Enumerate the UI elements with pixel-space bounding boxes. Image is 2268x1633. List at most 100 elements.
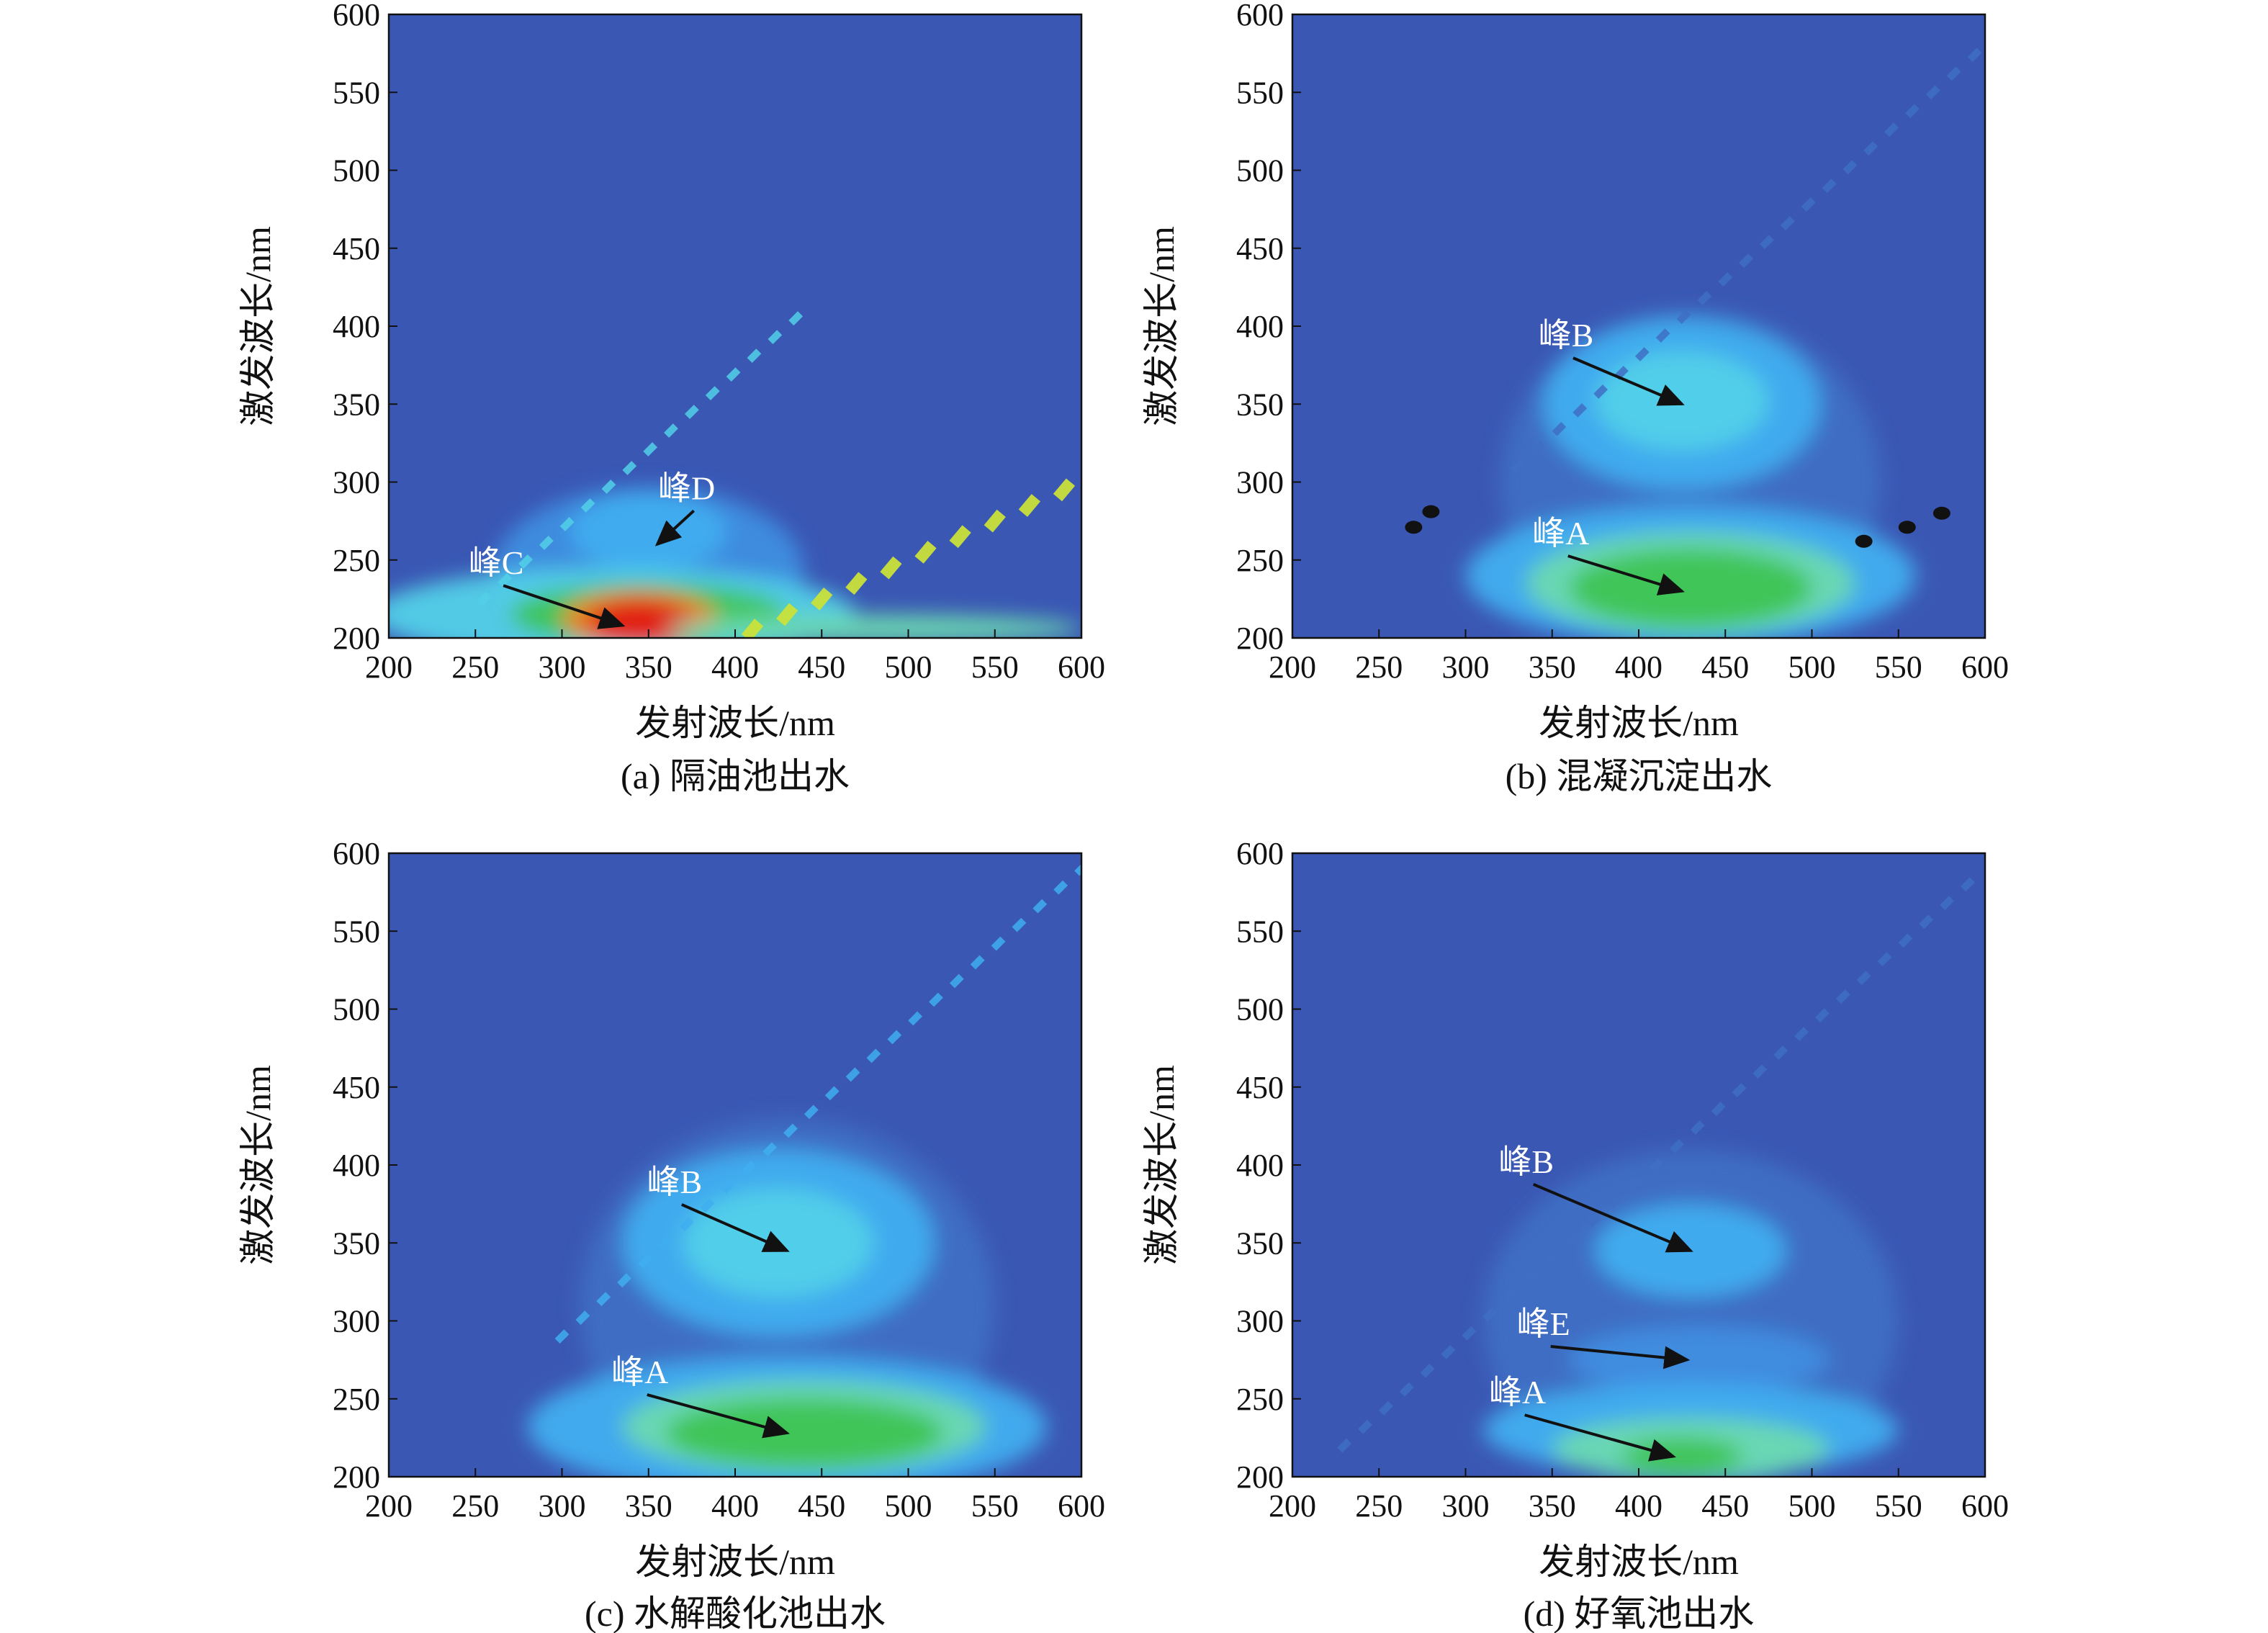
- peak-arrow: [1572, 356, 1685, 406]
- y-axis-title: 激发波长/nm: [238, 226, 278, 426]
- scatter-band-mark: [1074, 861, 1081, 876]
- scatter-band2-mark: [984, 509, 1006, 533]
- x-axis-title: 发射波长/nm: [635, 703, 835, 743]
- x-tick-label: 300: [1442, 1488, 1490, 1524]
- scatter-band2-mark: [949, 525, 971, 549]
- scatter-band-mark: [1634, 347, 1650, 361]
- peak-arrow: [647, 1393, 791, 1439]
- y-tick-label: 450: [1236, 1070, 1284, 1105]
- x-tick-label: 500: [885, 649, 932, 685]
- scatter-band-mark: [1760, 235, 1774, 249]
- scatter-band-mark: [684, 405, 699, 419]
- y-tick-label: 400: [333, 309, 380, 344]
- y-tick-label: 300: [1236, 465, 1284, 500]
- scatter-band-mark: [804, 1105, 819, 1120]
- x-tick-label: 450: [1701, 1488, 1749, 1524]
- y-tick-label: 400: [1236, 1148, 1284, 1183]
- caption-c: (c) 水解酸化池出水: [585, 1593, 886, 1633]
- x-tick-label: 250: [451, 649, 499, 685]
- scatter-band-mark: [1856, 971, 1871, 986]
- x-tick-label: 350: [1529, 649, 1576, 685]
- scatter-band-mark: [1399, 1382, 1414, 1397]
- scatter-band2-mark: [914, 541, 937, 564]
- y-tick-label: 200: [1236, 1459, 1284, 1495]
- scatter-band-mark: [1940, 896, 1954, 911]
- x-tick-label: 400: [1615, 649, 1662, 685]
- scatter-band-mark: [824, 1086, 840, 1101]
- scatter-band-mark: [1794, 1027, 1809, 1042]
- scatter-band-mark: [1462, 1326, 1477, 1341]
- scatter-band-mark: [477, 591, 492, 606]
- peak-arrow: [1532, 1182, 1693, 1253]
- scatter-band-mark: [991, 936, 1006, 951]
- scatter-band-mark: [726, 367, 741, 382]
- scatter-band-mark: [518, 554, 533, 569]
- peak-arrow: [1567, 554, 1685, 595]
- peak-arrow: [654, 509, 696, 546]
- scatter-band-mark: [908, 1011, 923, 1026]
- black-spot: [1422, 505, 1440, 518]
- x-axis-title: 发射波长/nm: [1539, 1542, 1739, 1582]
- scatter-band-mark: [1946, 66, 1961, 81]
- x-axis-title: 发射波长/nm: [1539, 703, 1739, 743]
- scatter-band-mark: [1524, 1269, 1539, 1285]
- y-tick-label: 500: [333, 153, 380, 189]
- x-tick-label: 550: [971, 1488, 1019, 1524]
- scatter-band-mark: [1358, 1419, 1372, 1434]
- x-tick-label: 550: [971, 649, 1019, 685]
- scatter-band-mark: [788, 311, 804, 326]
- peak-label: 峰B: [1498, 1143, 1554, 1180]
- x-tick-label: 600: [1961, 1488, 2009, 1524]
- peak-label: 峰B: [1539, 317, 1594, 354]
- y-tick-label: 200: [333, 1459, 380, 1495]
- scatter-band-mark: [1441, 1344, 1456, 1359]
- scatter-band-mark: [617, 1273, 631, 1288]
- scatter-band-mark: [643, 442, 658, 456]
- y-tick-label: 300: [333, 1304, 380, 1339]
- x-tick-label: 350: [625, 1488, 672, 1524]
- scatter-band-mark: [1898, 933, 1913, 948]
- caption-b: (b) 混凝沉淀出水: [1506, 756, 1773, 796]
- y-tick-label: 550: [1236, 75, 1284, 110]
- scatter-band-mark: [1925, 85, 1940, 100]
- scatter-band2-mark: [880, 556, 902, 580]
- scatter-band-mark: [622, 461, 637, 475]
- panel-a: (a) 隔油池出水 200 250 300 350 400 450 500 550 600 200…: [238, 0, 1105, 796]
- y-tick-label: 500: [333, 992, 380, 1027]
- peak-label: 峰D: [658, 469, 715, 506]
- caption-a: (a) 隔油池出水: [621, 756, 850, 796]
- y-tick-label: 600: [1236, 0, 1284, 32]
- scatter-band-mark: [1655, 328, 1670, 343]
- scatter-band-mark: [1572, 403, 1588, 418]
- scatter-band-mark: [1012, 917, 1027, 932]
- peak-label: 峰A: [1532, 515, 1589, 552]
- fluorescence-region: [1569, 1325, 1830, 1395]
- y-tick-label: 200: [1236, 621, 1284, 656]
- black-spot: [1932, 506, 1950, 520]
- scatter-band-mark: [1739, 253, 1754, 268]
- scatter-band-mark: [1690, 1120, 1705, 1135]
- fluorescence-region: [570, 492, 726, 571]
- x-tick-label: 600: [1058, 1488, 1105, 1524]
- scatter-band-mark: [1863, 141, 1878, 156]
- scatter-band-mark: [1815, 1008, 1830, 1023]
- x-tick-label: 300: [539, 1488, 586, 1524]
- scatter-band-mark: [1801, 197, 1816, 212]
- fluorescence-region: [1621, 1437, 1743, 1475]
- scatter-band-mark: [747, 348, 762, 364]
- fluorescence-region: [1569, 549, 1812, 627]
- x-tick-label: 350: [1529, 1488, 1576, 1524]
- scatter-band2-mark: [1018, 494, 1040, 517]
- heatmap-area: [1292, 853, 1985, 1477]
- scatter-band-mark: [658, 1236, 673, 1251]
- scatter-band2-mark: [776, 603, 798, 626]
- scatter-band-mark: [1822, 179, 1837, 194]
- scatter-band2-mark: [811, 588, 833, 611]
- x-tick-label: 200: [365, 1488, 413, 1524]
- scatter-band-mark: [539, 536, 554, 550]
- x-axis-title: 发射波长/nm: [635, 1542, 835, 1582]
- panel-d: (d) 好氧池出水 200 250 300 350 400 450 500 550 600 200…: [1141, 836, 2009, 1633]
- peak-arrow: [681, 1203, 790, 1252]
- scatter-band-mark: [1378, 1400, 1393, 1416]
